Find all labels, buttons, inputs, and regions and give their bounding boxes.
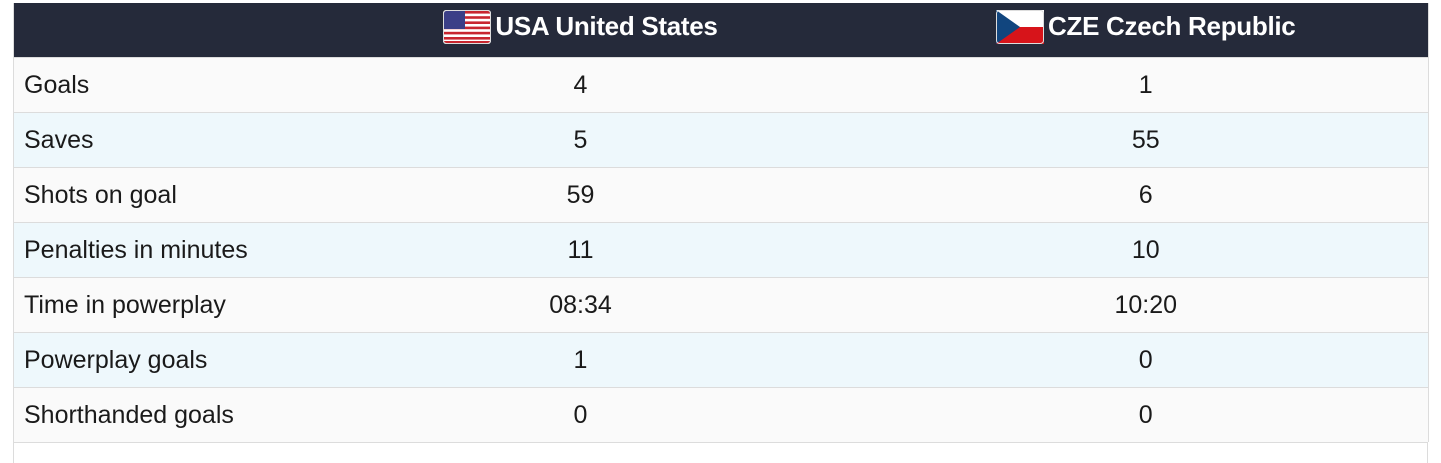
table-footer-space bbox=[13, 442, 1428, 463]
table-body: Goals 4 1 Saves 5 55 Shots on goal 59 6 Penalties… bbox=[13, 57, 1429, 442]
stats-table: USA United States CZE Czech Republic Goa… bbox=[13, 3, 1429, 442]
stat-row: Saves 5 55 bbox=[13, 112, 1429, 168]
header-row: USA United States CZE Czech Republic bbox=[13, 3, 1429, 58]
stat-value: 59 bbox=[297, 167, 864, 223]
stat-row: Time in powerplay 08:34 10:20 bbox=[13, 277, 1429, 333]
stat-row: Shorthanded goals 0 0 bbox=[13, 387, 1429, 442]
stat-label: Penalties in minutes bbox=[13, 222, 298, 278]
stat-label: Shorthanded goals bbox=[13, 387, 298, 442]
stat-label: Shots on goal bbox=[13, 167, 298, 223]
team-name: CZE Czech Republic bbox=[1048, 11, 1296, 41]
flag-cze bbox=[996, 9, 1045, 44]
stat-row: Powerplay goals 1 0 bbox=[13, 332, 1429, 388]
stat-value: 6 bbox=[863, 167, 1429, 223]
stat-label: Goals bbox=[13, 57, 298, 113]
header-cell: USA United States bbox=[297, 3, 864, 58]
stat-value: 10 bbox=[863, 222, 1429, 278]
stat-row: Shots on goal 59 6 bbox=[13, 167, 1429, 223]
stat-value: 1 bbox=[863, 57, 1429, 113]
stat-row: Goals 4 1 bbox=[13, 57, 1429, 113]
stat-value: 10:20 bbox=[863, 277, 1429, 333]
stat-value: 11 bbox=[297, 222, 864, 278]
stats-table-container: USA United States CZE Czech Republic Goa… bbox=[13, 3, 1429, 463]
flag-usa bbox=[443, 9, 492, 44]
header-empty bbox=[13, 3, 298, 58]
team-name: USA United States bbox=[495, 11, 718, 41]
stat-value: 0 bbox=[863, 387, 1429, 442]
stat-value: 55 bbox=[863, 112, 1429, 168]
stat-value: 5 bbox=[297, 112, 864, 168]
stat-value: 4 bbox=[297, 57, 864, 113]
stat-label: Saves bbox=[13, 112, 298, 168]
stat-label: Powerplay goals bbox=[13, 332, 298, 388]
stat-value: 0 bbox=[297, 387, 864, 442]
stat-value: 1 bbox=[297, 332, 864, 388]
header-cell: CZE Czech Republic bbox=[863, 3, 1429, 58]
stat-label: Time in powerplay bbox=[13, 277, 298, 333]
stat-row: Penalties in minutes 11 10 bbox=[13, 222, 1429, 278]
stat-value: 08:34 bbox=[297, 277, 864, 333]
stat-value: 0 bbox=[863, 332, 1429, 388]
